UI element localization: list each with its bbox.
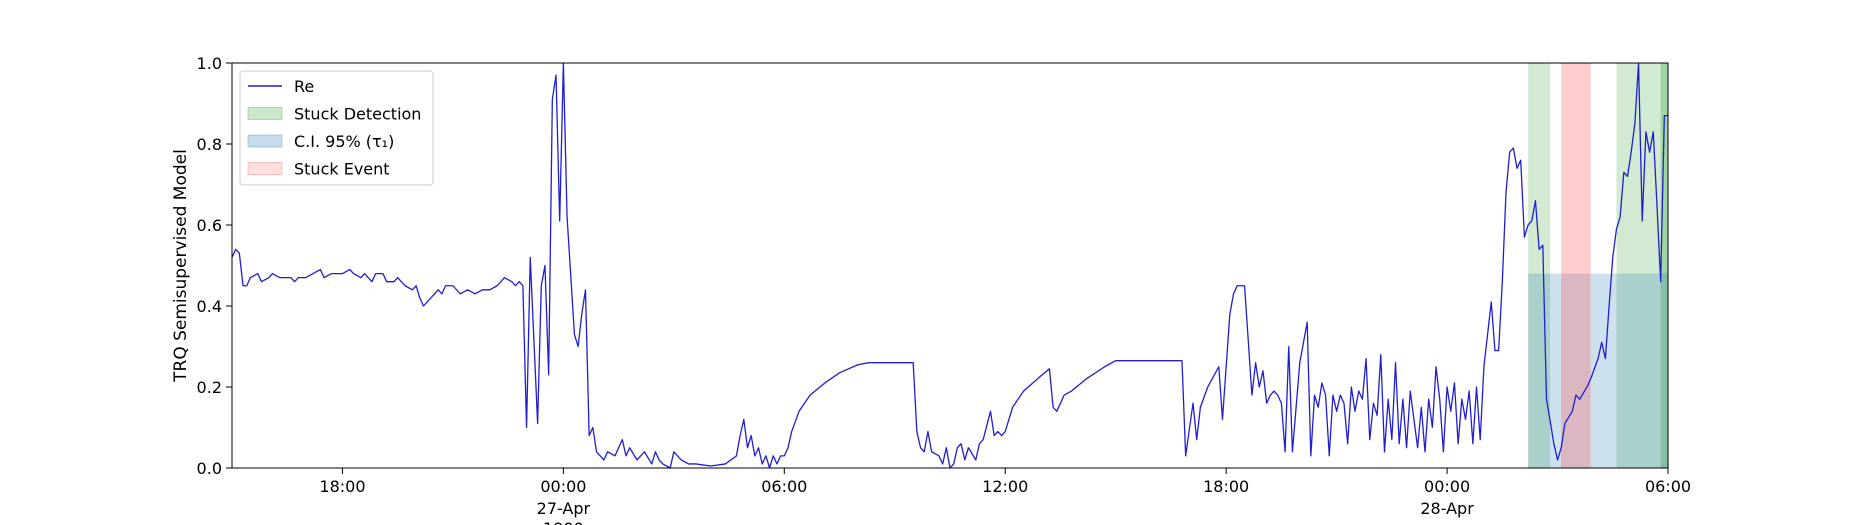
- y-ticks: 0.0 0.2 0.4 0.6 0.8 1.0: [197, 54, 232, 478]
- y-tick-label-2: 0.4: [197, 297, 222, 316]
- span-event-4: [1561, 63, 1591, 468]
- x-tick-label-5: 00:00: [1424, 477, 1470, 496]
- legend-swatch-3: [247, 162, 283, 175]
- x-tick-label-0: 18:00: [319, 477, 365, 496]
- legend-label-1: Stuck Detection: [294, 105, 421, 124]
- legend-label-0: Re: [294, 77, 314, 96]
- y-tick-label-1: 0.2: [197, 378, 222, 397]
- legend-label-3: Stuck Event: [294, 160, 390, 179]
- legend: Re Stuck Detection C.I. 95% (τ₁) Stuck Even…: [239, 70, 434, 186]
- x-tick-sublabel-5: 28-Apr: [1420, 499, 1474, 518]
- highlight-spans: [1528, 63, 1668, 468]
- x-tick-label-4: 18:00: [1203, 477, 1249, 496]
- legend-swatch-1: [247, 107, 283, 120]
- series-line-0: [231, 62, 1668, 469]
- y-axis-label: TRQ Semisupervised Model: [171, 149, 191, 383]
- span-detection-1: [1616, 63, 1661, 468]
- span-detection-0: [1528, 63, 1551, 468]
- legend-label-2: C.I. 95% (τ₁): [294, 132, 394, 151]
- y-tick-label-3: 0.6: [197, 216, 222, 235]
- y-tick-label-5: 1.0: [197, 54, 222, 73]
- x-tick-sublabel-1: 27-Apr: [537, 499, 591, 518]
- span-detection-2: [1660, 63, 1668, 468]
- plot-frame: [231, 62, 1669, 469]
- span-ci-3: [1528, 273, 1668, 468]
- x-tick-label-6: 06:00: [1645, 477, 1691, 496]
- legend-swatch-2: [247, 134, 283, 148]
- x-tick-label-1: 00:00: [540, 477, 586, 496]
- series-lines: [231, 62, 1668, 469]
- x-tick-sublabel2-1: 1900: [543, 519, 584, 525]
- x-tick-label-2: 06:00: [761, 477, 807, 496]
- x-ticks: 18:00 00:00 27-Apr1900 06:00 12:00 18:00 00:00…: [319, 468, 1691, 525]
- y-tick-label-4: 0.8: [197, 135, 222, 154]
- x-tick-label-3: 12:00: [982, 477, 1028, 496]
- legend-box: [239, 70, 434, 186]
- y-tick-label-0: 0.0: [197, 459, 222, 478]
